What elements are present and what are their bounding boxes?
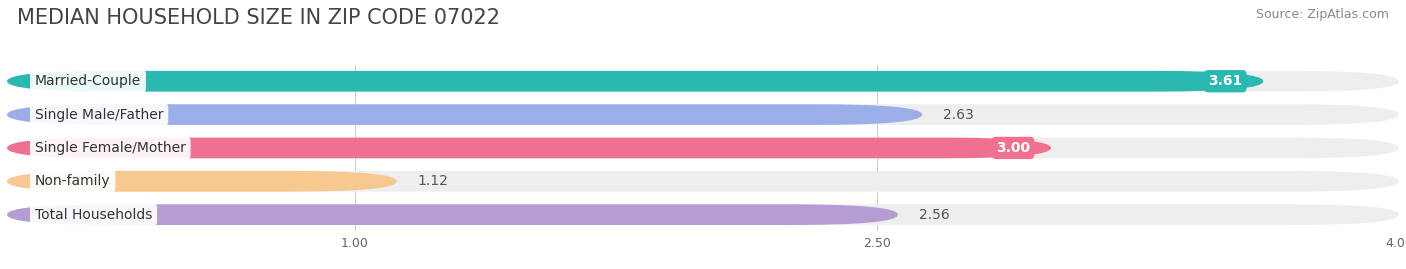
FancyBboxPatch shape (7, 71, 1263, 91)
FancyBboxPatch shape (7, 104, 922, 125)
Text: MEDIAN HOUSEHOLD SIZE IN ZIP CODE 07022: MEDIAN HOUSEHOLD SIZE IN ZIP CODE 07022 (17, 8, 501, 28)
FancyBboxPatch shape (7, 71, 1399, 91)
FancyBboxPatch shape (7, 138, 1399, 158)
Text: 3.00: 3.00 (995, 141, 1031, 155)
FancyBboxPatch shape (7, 171, 396, 192)
Text: Non-family: Non-family (35, 174, 111, 188)
Text: Single Male/Father: Single Male/Father (35, 108, 163, 122)
Text: 2.63: 2.63 (943, 108, 974, 122)
FancyBboxPatch shape (7, 138, 1050, 158)
Text: 3.61: 3.61 (1208, 74, 1243, 88)
Text: Source: ZipAtlas.com: Source: ZipAtlas.com (1256, 8, 1389, 21)
Text: 1.12: 1.12 (418, 174, 449, 188)
Text: Single Female/Mother: Single Female/Mother (35, 141, 186, 155)
FancyBboxPatch shape (7, 104, 1399, 125)
FancyBboxPatch shape (7, 204, 1399, 225)
FancyBboxPatch shape (7, 204, 898, 225)
Text: Total Households: Total Households (35, 208, 152, 222)
Text: Married-Couple: Married-Couple (35, 74, 141, 88)
Text: 2.56: 2.56 (918, 208, 949, 222)
FancyBboxPatch shape (7, 171, 1399, 192)
